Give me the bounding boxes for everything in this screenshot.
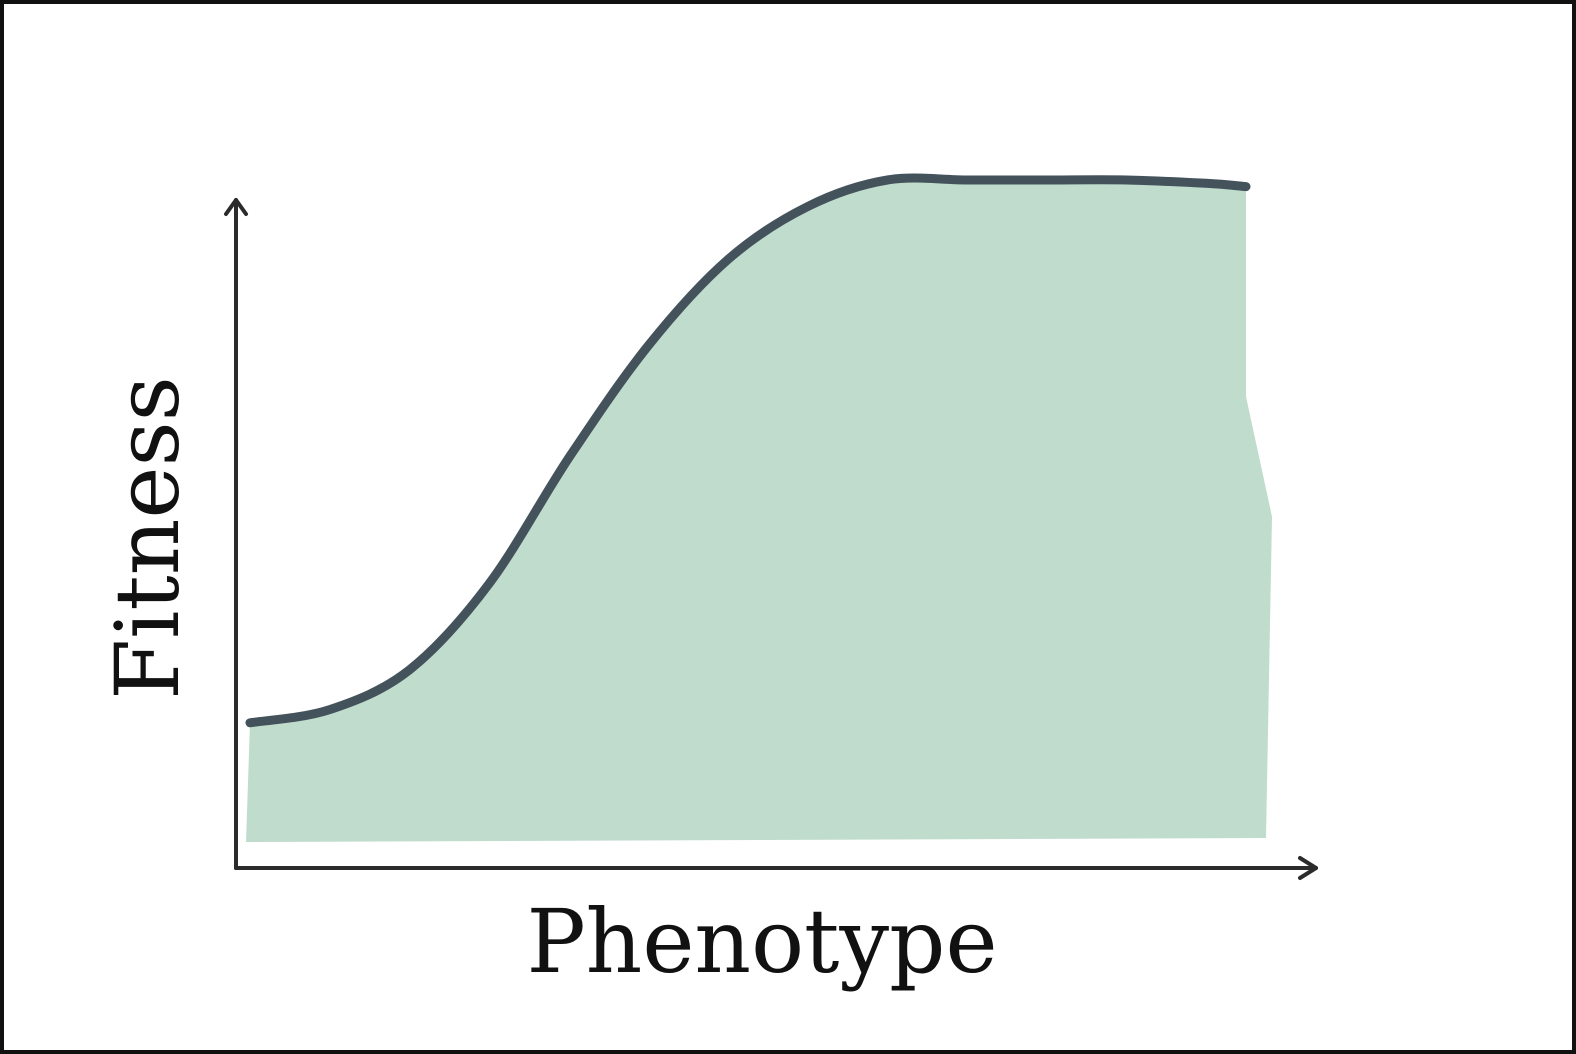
x-axis-label: Phenotype [526, 890, 997, 993]
chart-marks [245, 173, 1272, 843]
x-axis-arrowhead [1298, 856, 1318, 880]
fitness-curve [245, 173, 1251, 728]
y-axis-arrowhead [224, 198, 248, 216]
y-axis-label: Fitness [96, 376, 199, 700]
fitness-area [246, 178, 1272, 843]
